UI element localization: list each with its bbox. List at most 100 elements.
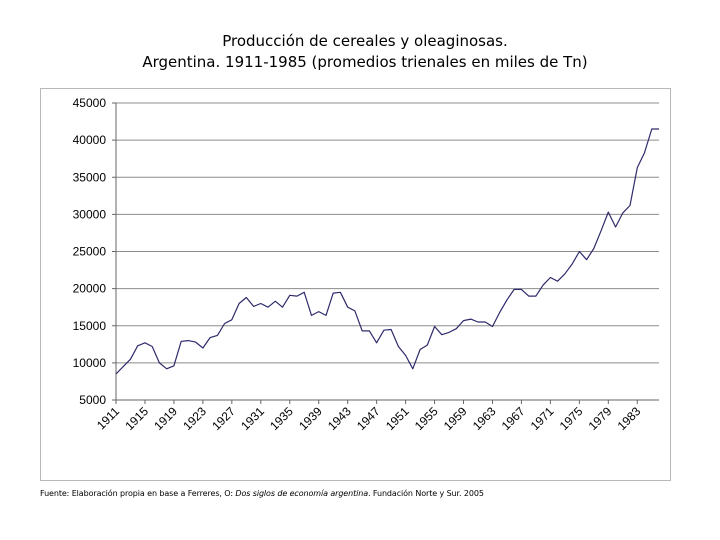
data-point	[325, 314, 328, 317]
data-point	[303, 291, 306, 294]
x-tick-label: 1971	[528, 404, 557, 433]
y-tick-label: 20000	[73, 282, 107, 296]
source-note: Fuente: Elaboración propia en base a Fer…	[40, 489, 484, 498]
y-tick-label: 10000	[73, 356, 107, 370]
y-tick-label: 25000	[73, 245, 107, 259]
x-tick-label: 1959	[441, 404, 470, 433]
data-point	[332, 292, 335, 295]
x-tick-label: 1919	[151, 404, 180, 433]
chart-title-line-2: Argentina. 1911-1985 (promedios trienale…	[142, 53, 588, 71]
x-tick-label: 1963	[470, 404, 499, 433]
data-point	[607, 211, 610, 214]
data-point	[549, 276, 552, 279]
data-point	[433, 325, 436, 328]
data-point	[397, 345, 400, 348]
data-point	[556, 280, 559, 283]
y-tick-label: 30000	[73, 207, 107, 221]
data-point	[259, 302, 262, 305]
data-point	[440, 333, 443, 336]
chart-title: Producción de cereales y oleaginosas. Ar…	[0, 31, 720, 73]
x-tick-label: 1943	[325, 404, 354, 433]
data-point	[187, 339, 190, 342]
x-tick-label: 1947	[354, 404, 383, 433]
data-point	[592, 247, 595, 250]
data-point	[382, 329, 385, 332]
line-chart: 5000 10000 15000 20000 25000 30000 35000 40000 4…	[73, 96, 661, 433]
source-suffix: . Fundación Norte y Sur. 2005	[368, 489, 484, 498]
series-line	[115, 128, 659, 375]
data-point	[469, 318, 472, 321]
x-tick-label: 1915	[122, 404, 151, 433]
x-tick-label: 1979	[586, 404, 615, 433]
x-tick-label: 1983	[615, 404, 644, 433]
data-point	[658, 128, 661, 131]
data-point	[158, 361, 161, 364]
data-point	[419, 348, 422, 351]
data-point	[122, 365, 125, 368]
data-point	[223, 322, 226, 325]
data-point	[629, 204, 632, 207]
data-point	[151, 345, 154, 348]
x-tick-label: 1967	[499, 404, 528, 433]
x-tick-label: 1927	[209, 404, 238, 433]
source-book-title: Dos siglos de economía argentina	[235, 489, 369, 498]
data-point	[252, 305, 255, 308]
x-tick-label: 1911	[94, 404, 122, 432]
data-point	[317, 310, 320, 313]
data-point	[563, 272, 566, 275]
chart-frame: 5000 10000 15000 20000 25000 30000 35000 40000 4…	[40, 88, 671, 481]
data-point	[542, 283, 545, 286]
data-point	[585, 258, 588, 261]
data-point	[506, 298, 509, 301]
data-point	[353, 309, 356, 312]
y-tick-label: 35000	[73, 170, 107, 184]
data-point	[621, 211, 624, 214]
data-point	[129, 358, 132, 361]
data-point	[477, 321, 480, 324]
y-tick-label: 15000	[73, 319, 107, 333]
data-point	[636, 166, 639, 169]
data-point	[571, 263, 574, 266]
data-point	[194, 341, 197, 344]
data-point	[520, 288, 523, 291]
data-point	[361, 329, 364, 332]
data-point	[513, 288, 516, 291]
data-point	[230, 318, 233, 321]
data-point	[426, 344, 429, 347]
data-point	[643, 151, 646, 154]
data-point	[136, 344, 139, 347]
x-tick-label: 1955	[412, 404, 441, 433]
x-tick-label: 1923	[180, 404, 209, 433]
data-point	[578, 250, 581, 253]
data-point	[448, 331, 451, 334]
data-point	[267, 306, 270, 309]
x-tick-label: 1931	[238, 404, 267, 433]
data-point	[172, 364, 175, 367]
data-point	[180, 340, 183, 343]
x-tick-label: 1951	[383, 404, 412, 433]
data-point	[245, 296, 248, 299]
data-point	[288, 294, 291, 297]
x-tick-label: 1935	[267, 404, 296, 433]
data-point	[201, 347, 204, 350]
y-tick-label: 5000	[79, 393, 106, 407]
data-point	[600, 229, 603, 232]
data-point	[274, 300, 277, 303]
data-point	[339, 291, 342, 294]
data-point	[368, 329, 371, 332]
data-point	[484, 321, 487, 324]
data-point	[296, 295, 299, 298]
data-point	[462, 319, 465, 322]
x-tick-label: 1939	[296, 404, 325, 433]
data-point	[650, 128, 653, 131]
y-tick-label: 45000	[73, 96, 107, 110]
data-point	[455, 327, 458, 330]
data-point	[527, 295, 530, 298]
data-point	[281, 306, 284, 309]
data-point	[390, 328, 393, 331]
source-prefix: Fuente: Elaboración propia en base a Fer…	[40, 489, 236, 498]
data-point	[209, 336, 212, 339]
data-point	[144, 341, 147, 344]
data-point	[491, 325, 494, 328]
data-point	[614, 226, 617, 229]
